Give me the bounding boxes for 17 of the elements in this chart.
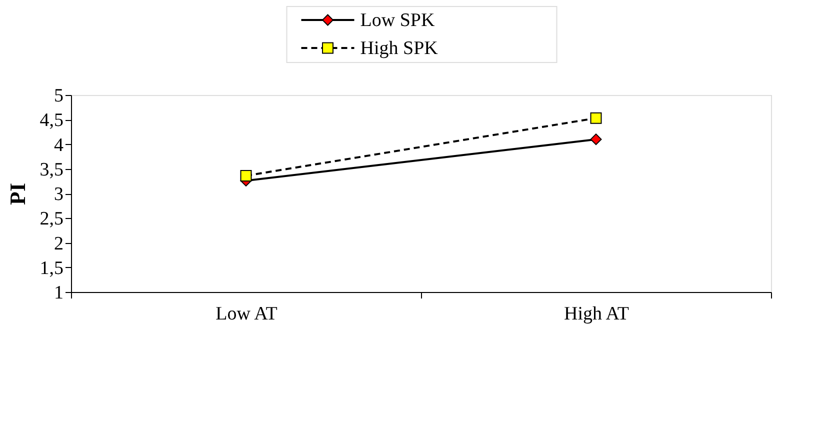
point <box>590 112 602 124</box>
legend-label: Low SPK <box>360 10 435 31</box>
x-tick-label: Low AT <box>216 304 278 324</box>
y-tick-label: 2,5 <box>40 208 64 230</box>
point <box>240 170 252 182</box>
legend-label: High SPK <box>360 38 438 59</box>
y-tick-label: 1 <box>54 282 64 304</box>
y-tick-label: 4 <box>54 134 64 156</box>
y-tick-label: 3 <box>54 184 64 205</box>
y-tick-label: 5 <box>54 86 64 106</box>
y-tick-label: 4,5 <box>40 110 64 132</box>
x-tick-label: High AT <box>564 304 630 324</box>
y-tick-label: 3,5 <box>40 159 64 180</box>
y-tick-label: 1,5 <box>40 258 64 279</box>
point <box>590 134 602 146</box>
y-tick-label: 2 <box>54 233 64 254</box>
y-axis-title: PI <box>4 183 30 205</box>
